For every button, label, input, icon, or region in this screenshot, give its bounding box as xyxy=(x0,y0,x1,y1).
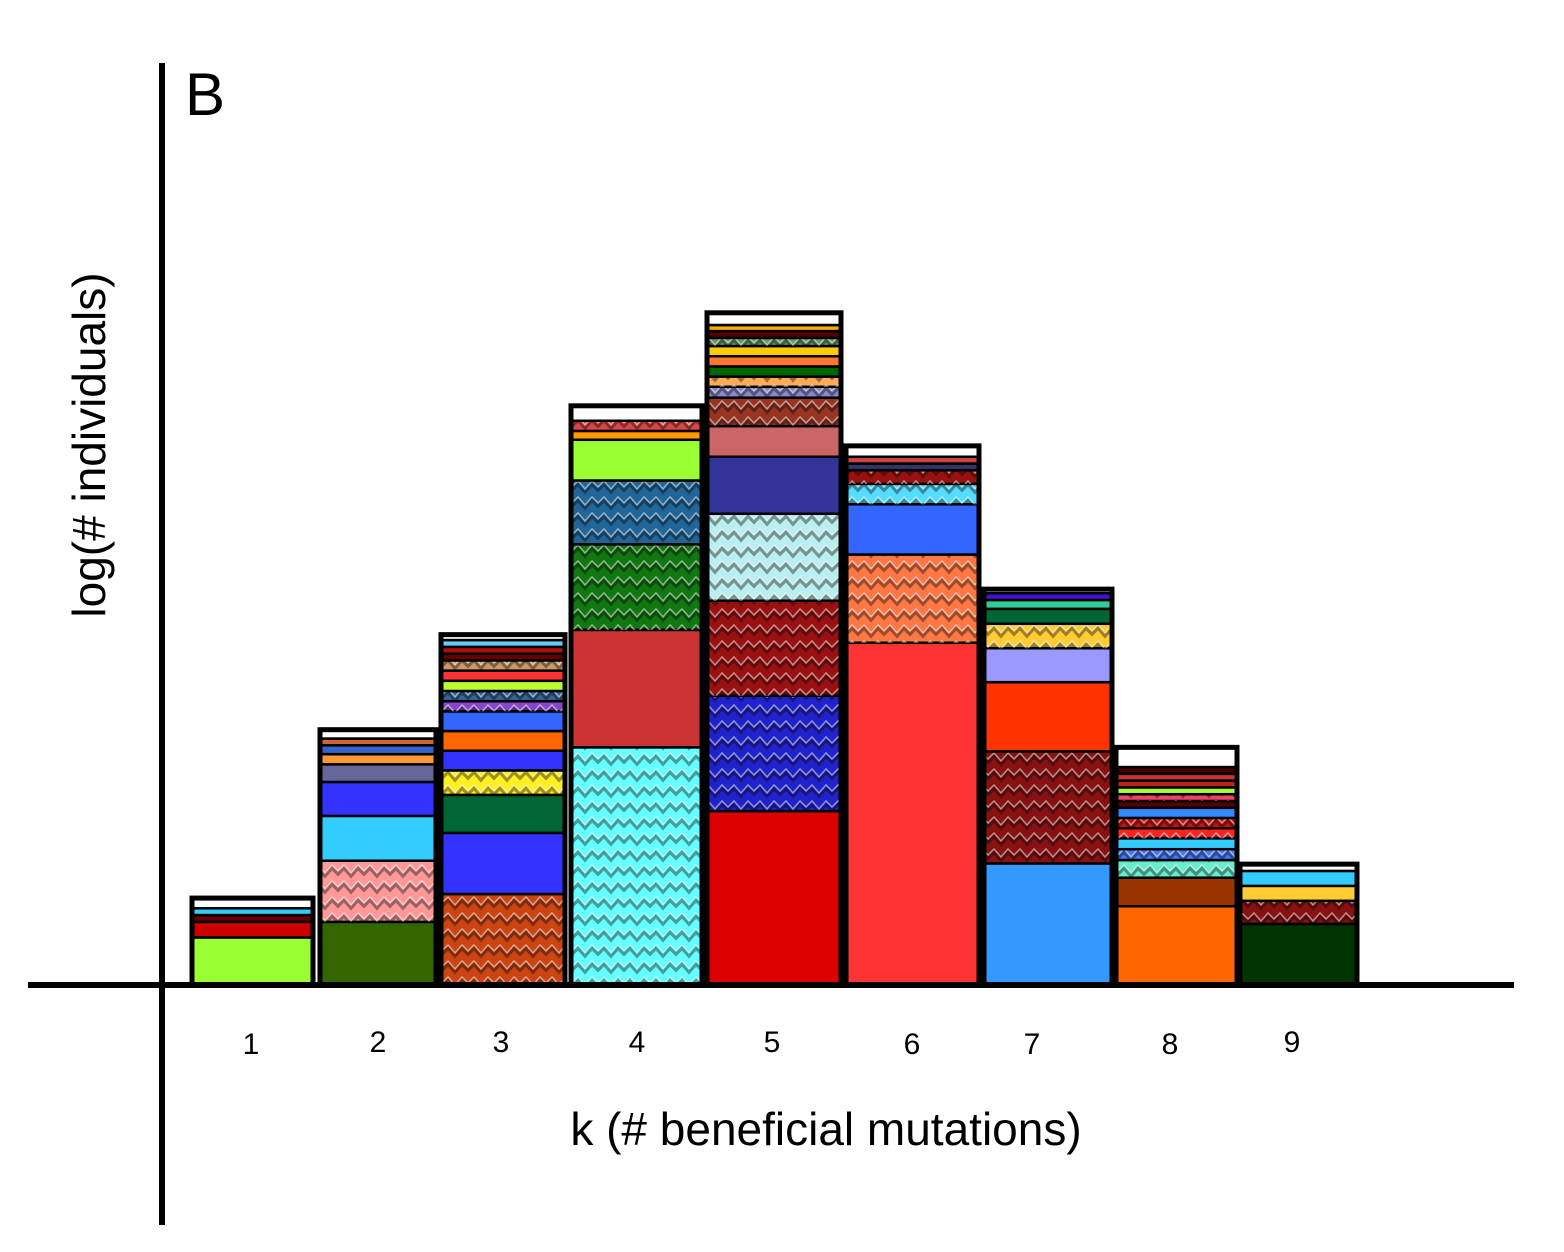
x-tick-label: 1 xyxy=(243,1028,260,1061)
bar-8-segment-7-texture xyxy=(1116,817,1237,829)
bar-7-segment-2-texture xyxy=(984,751,1112,864)
bar-9-segment-2-texture xyxy=(1240,900,1357,924)
bar-3-segment-10 xyxy=(439,679,567,693)
bar-3-segment-5 xyxy=(439,749,567,772)
bar-2-segment-7 xyxy=(318,744,438,756)
bar-6-segment-5-texture xyxy=(846,470,979,484)
bar-7-segment-7 xyxy=(982,598,1114,611)
bar-8-segment-1 xyxy=(1114,904,1239,987)
bar-7-segment-5-texture xyxy=(984,623,1112,649)
bar-5-segment-13-texture xyxy=(707,337,841,347)
bar-2-segment-3 xyxy=(318,814,438,862)
x-tick-label: 6 xyxy=(904,1028,921,1061)
bar-3-segment-7 xyxy=(439,710,567,733)
bar-8-segment-15 xyxy=(1114,746,1239,769)
bar-7-segment-6 xyxy=(982,607,1114,626)
bar-9-segment-4 xyxy=(1238,869,1359,888)
bar-8-segment-5 xyxy=(1114,837,1239,851)
bar-4-segment-6 xyxy=(569,429,704,442)
bar-4-segment-2 xyxy=(569,628,704,749)
bar-8-segment-6-texture xyxy=(1116,828,1237,839)
bar-9-segment-3 xyxy=(1238,884,1359,903)
bar-3-segment-9-texture xyxy=(441,690,565,702)
bar-8-segment-2 xyxy=(1114,876,1239,908)
x-tick-label: 2 xyxy=(370,1026,387,1059)
bar-4-segment-7-texture xyxy=(571,420,702,431)
bar-1-segment-2 xyxy=(190,920,315,939)
x-tick-label: 4 xyxy=(629,1026,646,1059)
bars-layer xyxy=(189,310,1360,988)
bar-2-segment-4 xyxy=(318,780,438,818)
x-tick-label: 5 xyxy=(764,1026,781,1059)
bar-8-segment-8 xyxy=(1114,806,1239,820)
bar-3-segment-1-texture xyxy=(441,894,565,985)
bar-3-segment-11 xyxy=(439,669,567,683)
bar-2-segment-2-texture xyxy=(320,860,436,922)
bar-3-segment-6 xyxy=(439,729,567,752)
bar-8-segment-4-texture xyxy=(1116,849,1237,861)
bar-3-segment-2 xyxy=(439,831,567,896)
bar-5 xyxy=(704,310,844,988)
bar-7 xyxy=(981,586,1115,988)
bar-4 xyxy=(568,403,705,988)
x-tick-label: 8 xyxy=(1162,1028,1179,1061)
bar-5-segment-2-texture xyxy=(707,695,841,812)
bar-3 xyxy=(438,632,568,988)
x-axis-title: k (# beneficial mutations) xyxy=(570,1103,1081,1155)
bar-3-segment-3 xyxy=(439,793,567,835)
x-tick-label: 7 xyxy=(1024,1028,1041,1061)
bar-8-segment-3-texture xyxy=(1116,860,1237,878)
bar-5-segment-8-texture xyxy=(707,386,841,398)
bar-2-segment-1 xyxy=(318,920,438,987)
y-axis-title: log(# individuals) xyxy=(63,272,115,617)
bar-5-segment-11 xyxy=(705,355,843,368)
bar-3-segment-8-texture xyxy=(441,701,565,712)
bar-5-segment-12 xyxy=(705,344,843,358)
bar-2-segment-5 xyxy=(318,763,438,784)
bar-6-segment-1 xyxy=(844,641,981,987)
panel-letter: B xyxy=(185,61,225,128)
bar-2 xyxy=(317,727,439,988)
bar-7-segment-4 xyxy=(982,646,1114,684)
bar-7-segment-1 xyxy=(982,862,1114,987)
bar-1-segment-1 xyxy=(190,936,315,987)
bar-7-segment-3 xyxy=(982,680,1114,753)
bar-6-segment-2-texture xyxy=(846,554,979,643)
bar-3-segment-12-texture xyxy=(441,660,565,671)
bar-5-segment-3-texture xyxy=(707,600,841,696)
x-tick-label: 9 xyxy=(1284,1026,1301,1059)
bar-5-segment-7-texture xyxy=(707,397,841,427)
bar-2-segment-6 xyxy=(318,752,438,766)
bar-9 xyxy=(1237,861,1360,988)
bar-5-segment-1 xyxy=(705,809,843,987)
bar-3-segment-4-texture xyxy=(441,770,565,795)
bar-6 xyxy=(843,443,982,988)
bar-6-segment-4-texture xyxy=(846,483,979,505)
bar-5-segment-4-texture xyxy=(707,513,841,601)
bar-8-segment-10-texture xyxy=(1116,794,1237,801)
bar-5-segment-10 xyxy=(705,365,843,378)
bar-6-segment-3 xyxy=(844,503,981,556)
bar-5-segment-6 xyxy=(705,424,843,458)
bar-4-segment-1-texture xyxy=(571,747,702,985)
x-tick-label: 3 xyxy=(493,1026,510,1059)
bar-4-segment-3-texture xyxy=(571,544,702,630)
bar-9-segment-1 xyxy=(1238,922,1359,987)
bar-5-segment-5 xyxy=(705,455,843,516)
bar-8 xyxy=(1113,744,1240,988)
bar-4-segment-4-texture xyxy=(571,480,702,545)
bar-5-segment-9-texture xyxy=(707,376,841,387)
bar-4-segment-5 xyxy=(569,438,704,482)
bar-1 xyxy=(189,895,316,988)
